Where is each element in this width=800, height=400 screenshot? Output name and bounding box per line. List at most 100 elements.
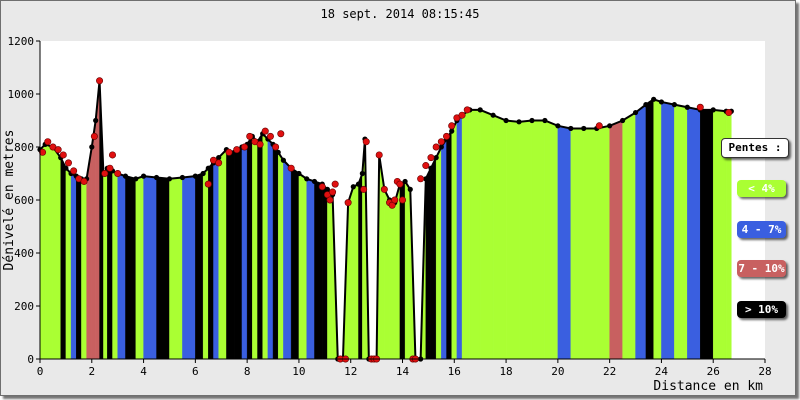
slope-segment — [306, 178, 315, 360]
highlight-point — [90, 132, 98, 140]
slope-segment — [44, 144, 54, 360]
highlight-point — [70, 167, 78, 175]
slope-segment — [233, 146, 243, 360]
highlight-point — [448, 122, 456, 130]
highlight-point — [215, 159, 223, 167]
highlight-point — [261, 127, 269, 135]
slope-segment — [257, 133, 263, 360]
profile-point — [581, 125, 587, 132]
profile-point — [684, 104, 690, 110]
profile-point — [89, 144, 95, 150]
profile-point — [166, 176, 173, 182]
highlight-point — [96, 77, 104, 85]
slope-segment — [283, 159, 292, 360]
highlight-point — [277, 130, 285, 138]
slope-segment — [389, 199, 395, 360]
x-tick-label: 14 — [396, 365, 410, 378]
slope-segment — [81, 178, 87, 360]
profile-point — [359, 170, 365, 177]
slope-segment — [492, 114, 507, 360]
slope-segment — [531, 120, 546, 360]
slope-segment — [687, 107, 701, 360]
profile-point — [433, 155, 439, 161]
slope-segment — [358, 173, 363, 360]
slope-segment — [169, 177, 183, 360]
x-tick-label: 10 — [292, 365, 305, 378]
slope-segment — [661, 101, 675, 360]
highlight-point — [256, 140, 264, 148]
slope-segment — [327, 188, 333, 360]
highlight-point — [204, 180, 212, 188]
highlight-point — [422, 162, 430, 170]
slope-segment — [267, 138, 274, 360]
highlight-point — [375, 151, 383, 159]
slope-segment — [195, 173, 204, 360]
profile-point — [205, 165, 211, 171]
legend-item-4-7: 4 - 7% — [737, 221, 786, 238]
slope-segment — [107, 167, 113, 360]
profile-point — [529, 117, 535, 124]
slope-segment — [430, 157, 437, 360]
highlight-point — [272, 143, 280, 151]
y-tick-label: 0 — [27, 353, 34, 366]
slope-segment — [91, 120, 96, 360]
profile-point — [643, 102, 649, 108]
slope-segment — [143, 175, 157, 360]
x-tick-label: 4 — [140, 365, 147, 378]
profile-point — [122, 173, 129, 179]
slope-segment — [262, 133, 269, 360]
highlight-point — [241, 143, 249, 151]
slope-segment — [182, 175, 196, 360]
profile-point — [568, 125, 574, 132]
highlight-point — [114, 170, 122, 178]
highlight-point — [109, 151, 117, 159]
profile-point — [311, 178, 318, 185]
x-tick-label: 8 — [244, 365, 251, 378]
y-tick-label: 800 — [14, 141, 34, 154]
slope-segment — [635, 104, 647, 360]
slope-segment — [399, 181, 406, 360]
profile-point — [200, 170, 206, 177]
profile-point — [710, 107, 716, 113]
chart-title: 18 sept. 2014 08:15:45 — [321, 7, 480, 21]
slope-segment — [596, 125, 610, 360]
legend-title: Pentes : — [721, 138, 789, 158]
slope-segment — [241, 144, 248, 360]
profile-point — [449, 128, 455, 134]
slope-segment — [347, 186, 354, 360]
slope-segment — [213, 157, 219, 360]
highlight-point — [380, 185, 388, 193]
highlight-point — [106, 164, 114, 172]
profile-point — [438, 144, 444, 150]
highlight-point — [287, 164, 295, 172]
slope-segment — [52, 146, 61, 360]
x-tick-label: 0 — [37, 365, 44, 378]
highlight-point — [396, 180, 404, 188]
slope-segment — [609, 120, 623, 360]
profile-point — [516, 119, 522, 125]
profile-point — [658, 99, 665, 105]
profile-point — [280, 157, 286, 163]
slope-segment — [622, 112, 636, 360]
x-tick-label: 26 — [707, 365, 720, 378]
legend-item-7-10: 7 - 10% — [737, 260, 786, 277]
slope-segment — [469, 109, 481, 360]
slope-segment — [290, 167, 300, 360]
x-tick-label: 20 — [551, 365, 564, 378]
legend-item-lt4: < 4% — [737, 180, 786, 197]
slope-segment — [425, 168, 432, 360]
slope-segment — [557, 125, 572, 360]
slope-segment — [117, 173, 126, 360]
profile-point — [607, 123, 613, 129]
profile-point — [153, 174, 160, 181]
slope-segment — [70, 173, 77, 360]
slope-segment — [353, 183, 359, 360]
highlight-point — [329, 188, 337, 196]
profile-point — [555, 123, 561, 129]
highlight-point — [725, 109, 733, 117]
highlight-point — [362, 138, 370, 146]
slope-segment — [404, 180, 411, 360]
profile-point — [179, 174, 186, 181]
slope-segment — [394, 184, 401, 360]
y-axis-label: Dénivelé en metres — [2, 130, 17, 271]
